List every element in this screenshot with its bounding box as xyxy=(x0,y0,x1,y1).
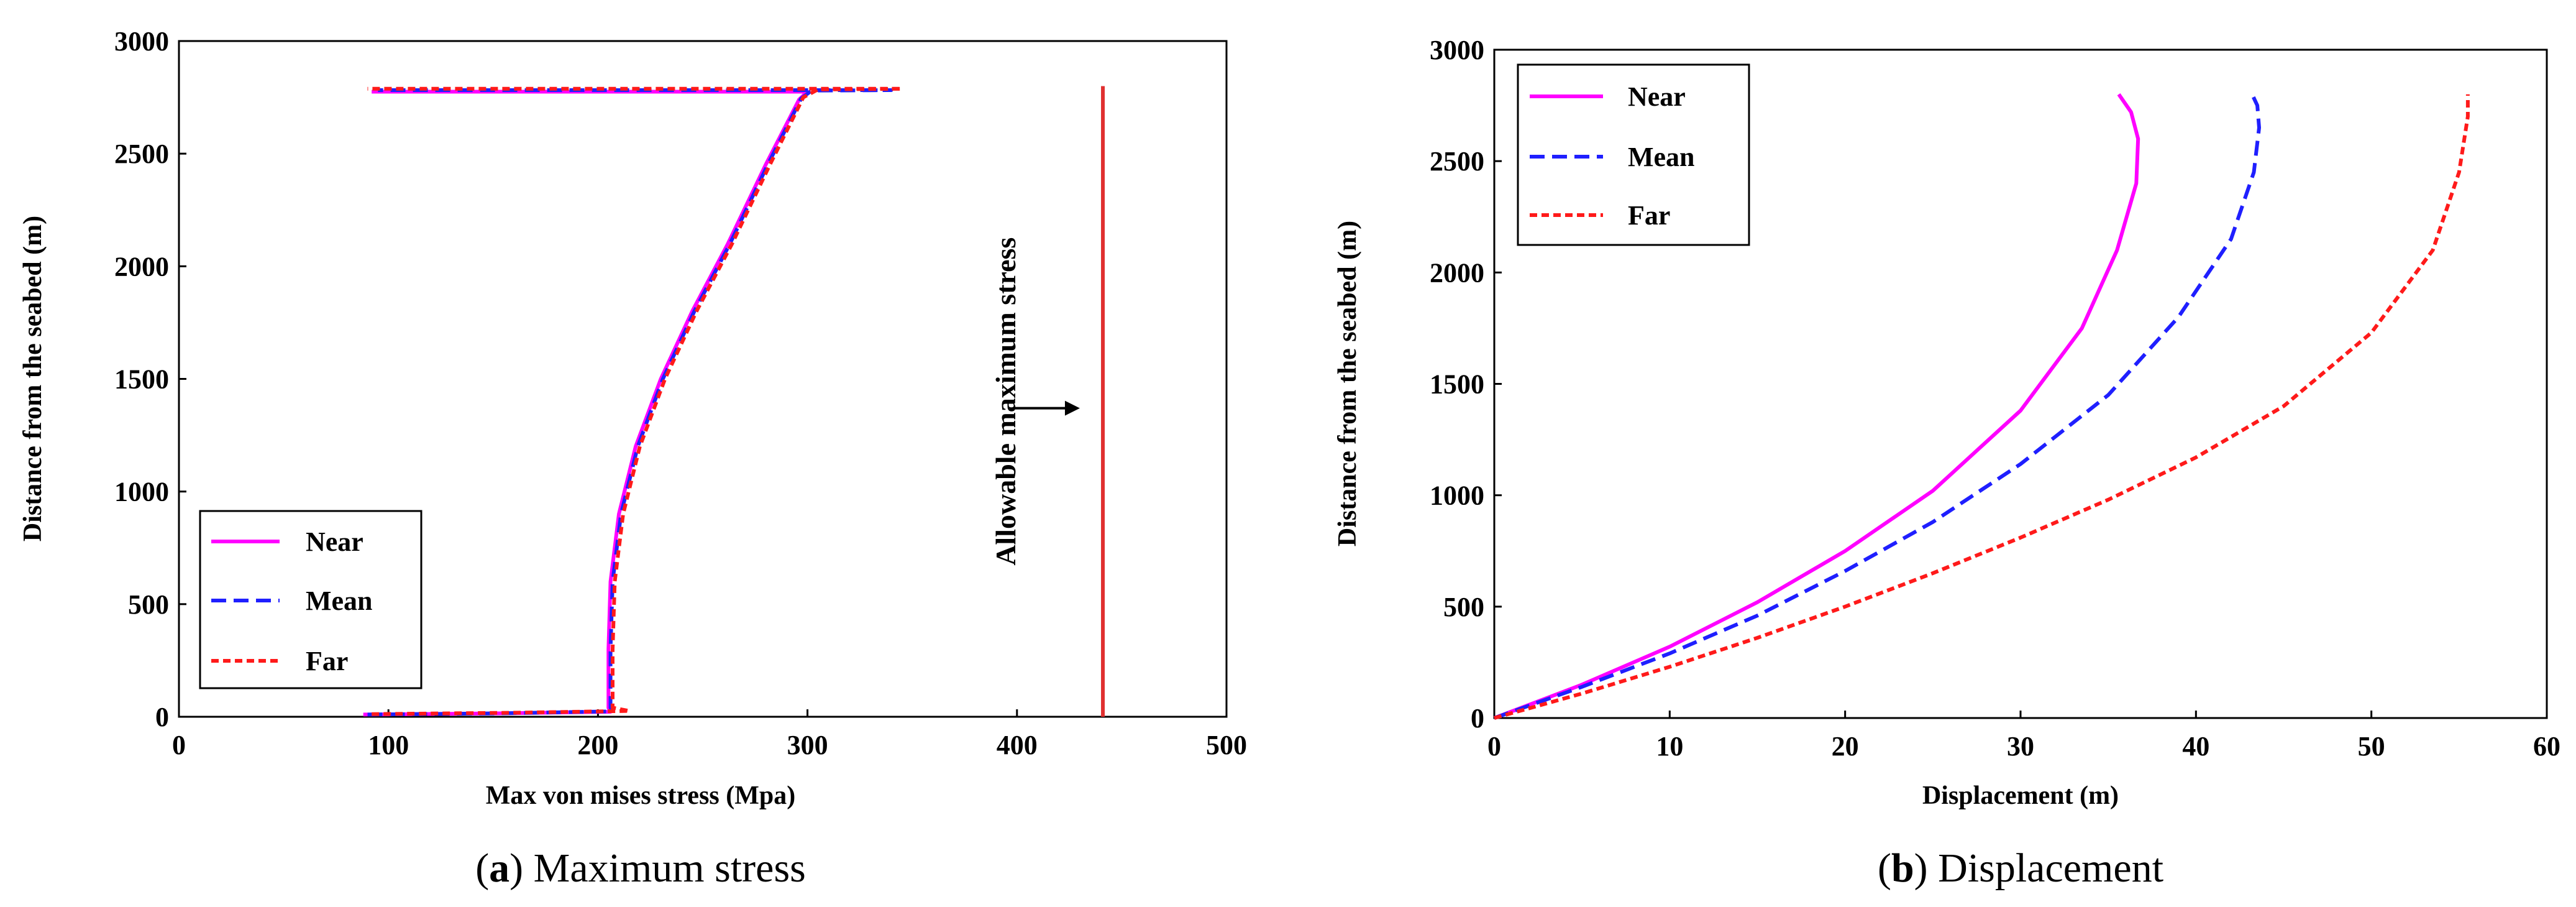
legend-a-near-label: Near xyxy=(306,527,363,557)
x-axis-label-b: Displacement (m) xyxy=(1922,781,2119,810)
allowable-stress-label: Allowable maximum stress xyxy=(990,237,1021,566)
y-tick-label: 1500 xyxy=(114,364,169,395)
x-tick-label: 20 xyxy=(1832,731,1859,762)
caption-a: (a) Maximum stress xyxy=(475,845,806,891)
y-tick-label: 2500 xyxy=(1430,146,1484,177)
series-group-b xyxy=(1493,93,2470,720)
x-ticks-b: 0 10 20 30 40 50 60 xyxy=(1487,711,2560,762)
legend-a: Near Mean Far xyxy=(199,510,422,689)
x-tick-label: 500 xyxy=(1206,730,1247,760)
x-tick-label: 0 xyxy=(1487,731,1501,762)
x-tick-label: 10 xyxy=(1656,731,1683,762)
y-tick-label: 0 xyxy=(155,702,169,732)
y-axis-label-b: Distance from the seabed (m) xyxy=(1333,221,1362,546)
x-tick-label: 100 xyxy=(368,730,409,760)
legend-b-mean-label: Mean xyxy=(1628,142,1695,172)
allowable-stress-arrow xyxy=(1013,400,1080,416)
legend-a-far-label: Far xyxy=(306,646,348,676)
y-tick-label: 3000 xyxy=(1430,35,1484,65)
panel-b: 0 500 1000 1500 2000 2500 3000 0 10 20 30 40 50 60 D… xyxy=(1333,35,2560,891)
y-tick-label: 3000 xyxy=(114,26,169,57)
y-tick-label: 2000 xyxy=(114,251,169,282)
y-tick-label: 2000 xyxy=(1430,257,1484,288)
y-tick-label: 500 xyxy=(1443,592,1484,622)
y-axis-label-a: Distance from the seabed (m) xyxy=(19,216,47,541)
y-tick-label: 1500 xyxy=(1430,369,1484,400)
legend-b: Near Mean Far xyxy=(1517,63,1750,246)
y-tick-label: 0 xyxy=(1471,703,1484,734)
y-tick-label: 500 xyxy=(128,589,169,620)
caption-b: (b) Displacement xyxy=(1878,845,2163,891)
x-axis-label-a: Max von mises stress (Mpa) xyxy=(486,781,796,810)
x-tick-label: 30 xyxy=(2007,731,2034,762)
series-near-line xyxy=(1493,93,2140,720)
series-far-line xyxy=(1494,94,2470,720)
x-tick-label: 60 xyxy=(2533,731,2560,762)
x-ticks-a: 0 100 200 300 400 500 xyxy=(172,709,1247,760)
y-ticks-a: 0 500 1000 1500 2000 2500 3000 xyxy=(114,26,186,732)
x-tick-label: 200 xyxy=(577,730,618,760)
x-tick-label: 400 xyxy=(997,730,1038,760)
x-tick-label: 0 xyxy=(172,730,186,760)
panel-a: 0 500 1000 1500 2000 2500 3000 0 100 200 300 400 50… xyxy=(19,26,1247,891)
y-tick-label: 1000 xyxy=(1430,481,1484,511)
y-tick-label: 1000 xyxy=(114,477,169,507)
x-tick-label: 50 xyxy=(2358,731,2385,762)
x-tick-label: 300 xyxy=(787,730,828,760)
legend-b-far-label: Far xyxy=(1628,200,1670,231)
x-tick-label: 40 xyxy=(2182,731,2209,762)
legend-b-near-label: Near xyxy=(1628,81,1686,112)
series-group-a xyxy=(363,86,904,717)
legend-a-mean-label: Mean xyxy=(306,586,373,616)
y-ticks-b: 0 500 1000 1500 2000 2500 3000 xyxy=(1430,35,1502,734)
series-far-line xyxy=(367,86,904,716)
series-mean-line xyxy=(1493,93,2261,720)
y-tick-label: 2500 xyxy=(114,139,169,169)
